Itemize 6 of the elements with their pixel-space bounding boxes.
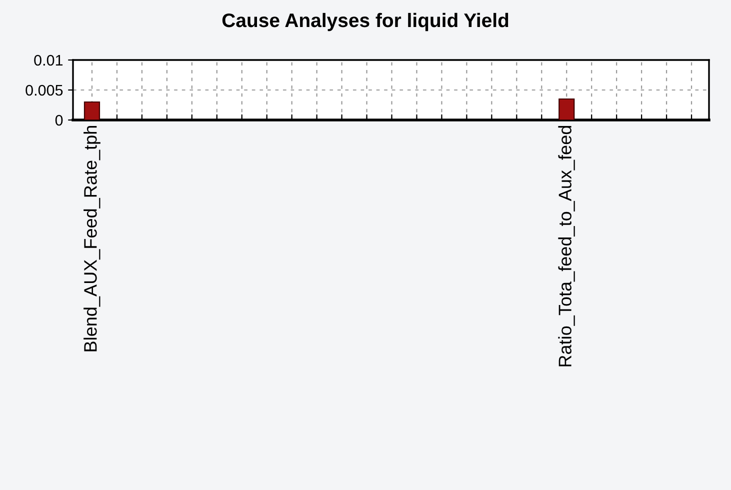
y-tick-label: 0.01 <box>34 54 63 66</box>
chart-title: Cause Analyses for liquid Yield <box>222 12 508 32</box>
y-tick-label: 0 <box>55 114 63 126</box>
y-tick-label: 0.005 <box>26 84 63 96</box>
x-tick-label: Blend_AUX_Feed_Rate_tph <box>84 126 100 352</box>
x-tick-label: Ratio_Tota_feed_to_Aux_feed <box>558 126 575 366</box>
